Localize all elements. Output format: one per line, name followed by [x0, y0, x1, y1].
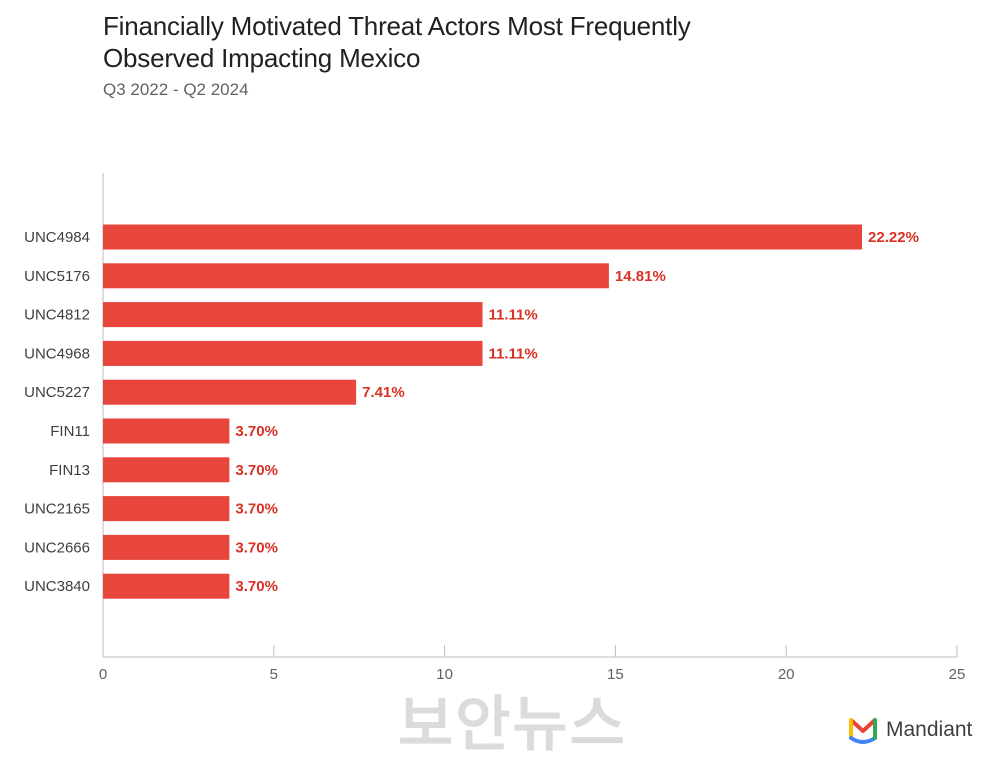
category-label: UNC5227: [24, 384, 90, 401]
bar-chart: 0 5 10 15 20 25 UNC4984 22.22% UNC5176 14.81% UNC4…: [24, 173, 966, 683]
x-tick-label: 20: [778, 666, 795, 683]
bar: [103, 263, 609, 289]
bar: [103, 534, 230, 560]
bar: [103, 418, 230, 444]
bar: [103, 302, 483, 328]
x-tick-label: 5: [270, 666, 278, 683]
category-label: FIN11: [50, 423, 90, 440]
value-label: 14.81%: [615, 268, 666, 285]
category-label: UNC4812: [24, 307, 90, 324]
category-label: UNC2165: [24, 501, 90, 518]
bar: [103, 340, 483, 366]
logo-text: Mandiant: [886, 718, 973, 741]
value-label: 3.70%: [235, 462, 278, 479]
x-tick-label: 15: [607, 666, 624, 683]
chart-title: Financially Motivated Threat Actors Most…: [103, 11, 691, 73]
value-label: 11.11%: [489, 307, 538, 324]
category-label: FIN13: [49, 462, 90, 479]
category-label: UNC5176: [24, 268, 90, 285]
x-tick-label: 25: [949, 666, 966, 683]
watermark-text: 보안뉴스: [398, 690, 627, 760]
bar: [103, 457, 230, 483]
bar: [103, 224, 863, 250]
bar: [103, 496, 230, 522]
chart-subtitle: Q3 2022 - Q2 2024: [103, 80, 249, 99]
bar: [103, 379, 357, 405]
value-label: 3.70%: [235, 578, 278, 595]
bar: [103, 573, 230, 599]
category-label: UNC2666: [24, 539, 90, 556]
category-label: UNC3840: [24, 578, 90, 595]
value-label: 3.70%: [235, 501, 278, 518]
value-label: 11.11%: [489, 345, 538, 362]
value-label: 22.22%: [868, 229, 919, 246]
value-label: 3.70%: [235, 539, 278, 556]
category-label: UNC4984: [24, 229, 90, 246]
mandiant-logo: Mandiant: [848, 716, 972, 744]
x-tick-label: 10: [436, 666, 453, 683]
value-label: 7.41%: [362, 384, 405, 401]
value-label: 3.70%: [235, 423, 278, 440]
mandiant-logo-icon: [849, 718, 877, 744]
category-label: UNC4968: [24, 345, 90, 362]
x-tick-label: 0: [99, 666, 107, 683]
